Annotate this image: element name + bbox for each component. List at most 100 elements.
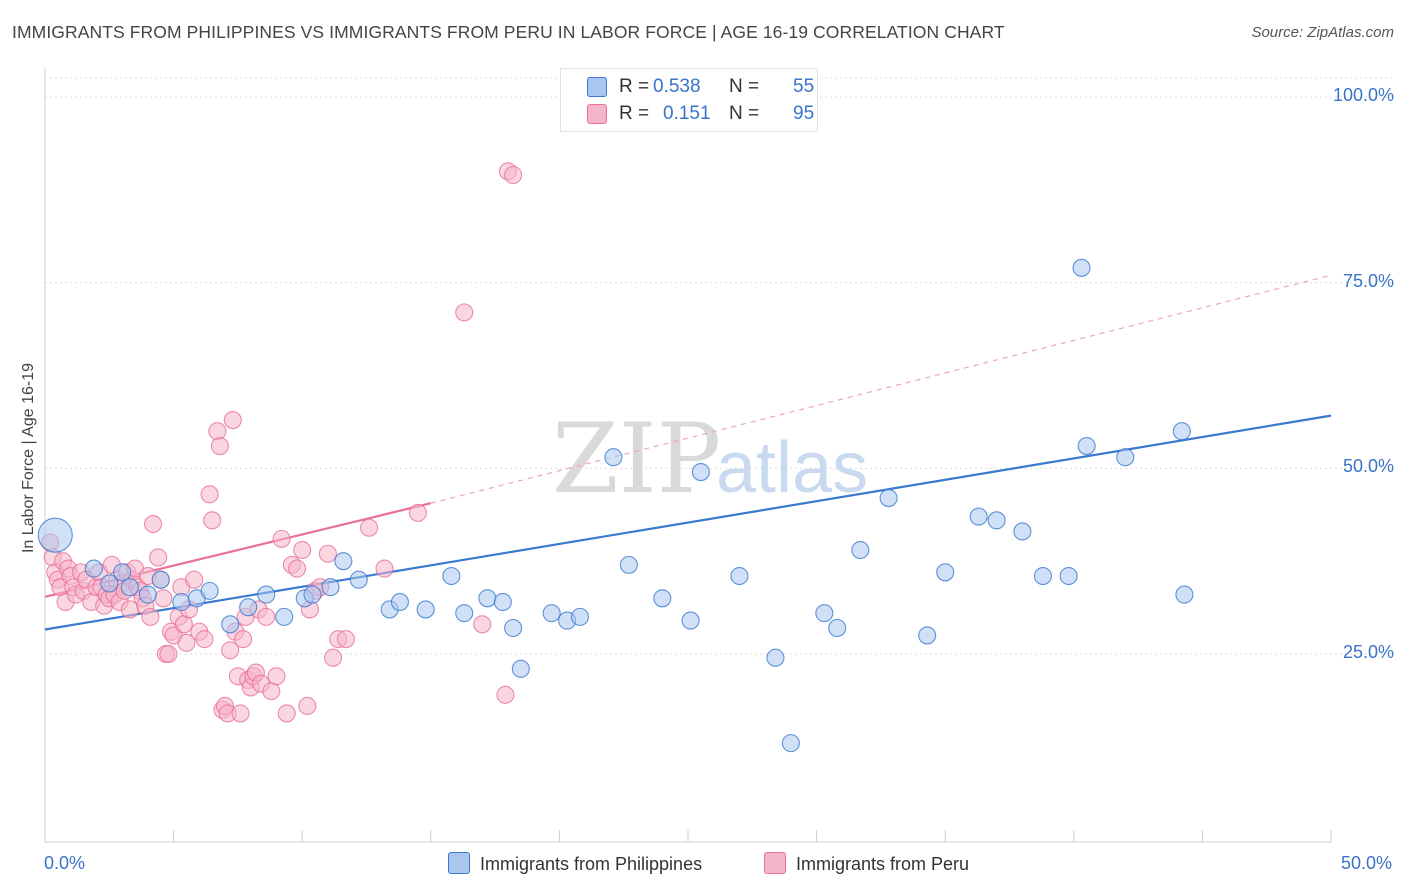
legend-n-label: N = — [729, 76, 760, 97]
data-point-peru — [257, 607, 276, 626]
data-point-peru — [143, 514, 163, 534]
data-point-peru — [504, 165, 523, 185]
data-point-philippines — [570, 607, 590, 626]
data-point-philippines — [478, 589, 497, 608]
data-point-philippines — [84, 559, 103, 578]
data-point-philippines — [416, 600, 435, 619]
data-point-philippines — [257, 585, 276, 604]
legend-swatch-blue — [587, 77, 607, 97]
series-philippines-points — [37, 258, 1194, 753]
legend-swatch-pink — [587, 104, 607, 124]
correlation-legend: R = 0.538 N = 55 R = 0.151 N = 95 — [560, 68, 818, 132]
data-point-philippines — [653, 589, 672, 608]
legend-n-label: N = — [729, 103, 760, 124]
bottom-legend-swatch-blue — [448, 852, 470, 874]
data-point-philippines — [969, 507, 988, 526]
data-point-philippines — [619, 555, 638, 574]
data-point-philippines — [730, 566, 749, 586]
data-point-peru — [360, 518, 379, 537]
data-point-peru — [177, 633, 196, 652]
data-point-philippines — [303, 585, 322, 604]
data-point-philippines — [1013, 522, 1032, 541]
data-point-philippines — [455, 604, 474, 623]
y-tick-label: 100.0% — [1332, 85, 1394, 105]
data-point-philippines — [172, 592, 191, 612]
data-point-peru — [210, 437, 229, 456]
data-point-philippines — [691, 462, 710, 482]
data-point-peru — [288, 559, 307, 578]
data-point-philippines — [1033, 566, 1052, 586]
data-point-philippines — [542, 604, 561, 623]
data-point-philippines — [815, 604, 834, 623]
legend-r-value: 0.538 — [653, 76, 701, 97]
data-point-philippines — [879, 488, 898, 508]
data-point-peru — [233, 630, 253, 649]
data-point-philippines — [1077, 437, 1096, 456]
data-point-peru — [277, 704, 296, 723]
data-point-philippines — [113, 563, 132, 582]
data-point-peru — [408, 503, 427, 522]
data-point-philippines — [321, 578, 340, 597]
data-point-peru — [318, 544, 337, 563]
data-point-philippines — [766, 648, 785, 667]
data-point-philippines — [239, 598, 258, 617]
data-point-philippines — [390, 592, 409, 612]
data-point-peru — [298, 696, 317, 716]
data-point-peru — [473, 615, 492, 634]
watermark: ZIP atlas — [552, 403, 868, 515]
y-tick-label: 75.0% — [1342, 270, 1394, 291]
bottom-legend-swatch-pink — [764, 852, 786, 874]
legend-n-value: 55 — [793, 76, 815, 97]
data-point-philippines — [138, 585, 157, 604]
data-point-peru — [496, 685, 515, 704]
data-point-philippines — [851, 540, 870, 560]
data-point-peru — [159, 644, 178, 664]
data-point-peru — [272, 529, 291, 548]
y-tick-label: 25.0% — [1342, 642, 1394, 662]
data-point-philippines — [200, 581, 219, 600]
data-point-peru — [203, 511, 222, 530]
data-point-philippines — [349, 570, 368, 589]
data-point-peru — [336, 630, 355, 649]
data-point-philippines — [681, 611, 700, 630]
data-point-peru — [208, 422, 227, 441]
legend-n-value: 95 — [793, 103, 815, 124]
gridlines — [45, 77, 1392, 655]
data-point-peru — [293, 540, 312, 560]
data-point-peru — [455, 303, 474, 322]
data-point-philippines — [120, 578, 139, 597]
data-point-peru — [154, 589, 173, 608]
data-point-philippines — [1072, 258, 1091, 277]
data-point-philippines — [604, 448, 623, 467]
data-point-peru — [141, 607, 160, 626]
legend-r-label: R = — [619, 103, 650, 124]
data-point-philippines — [511, 659, 530, 678]
bottom-legend-label: Immigrants from Peru — [796, 854, 970, 874]
data-point-peru — [267, 667, 286, 686]
data-point-peru — [231, 704, 250, 723]
data-point-peru — [149, 548, 168, 567]
data-point-philippines — [442, 566, 461, 586]
watermark-zip: ZIP — [552, 403, 721, 515]
data-point-philippines — [781, 734, 800, 753]
data-point-philippines — [918, 626, 937, 645]
data-point-philippines — [987, 511, 1006, 530]
bottom-legend-philippines[interactable]: Immigrants from Philippines — [448, 852, 702, 875]
data-point-philippines — [334, 552, 353, 571]
bottom-legend-label: Immigrants from Philippines — [480, 854, 703, 874]
axes — [44, 68, 1332, 843]
data-point-philippines — [1172, 422, 1191, 441]
data-point-philippines — [37, 517, 73, 553]
data-point-peru — [185, 570, 204, 589]
data-point-philippines — [1116, 448, 1135, 467]
data-point-peru — [195, 630, 214, 649]
x-tick-label-max: 50.0% — [1340, 853, 1392, 873]
bottom-legend-peru[interactable]: Immigrants from Peru — [764, 852, 969, 875]
data-point-philippines — [936, 563, 955, 582]
legend-r-label: R = — [619, 76, 650, 97]
data-point-philippines — [100, 574, 119, 593]
series-peru-points — [41, 162, 523, 723]
data-point-philippines — [151, 570, 170, 589]
y-tick-label: 50.0% — [1342, 456, 1394, 477]
